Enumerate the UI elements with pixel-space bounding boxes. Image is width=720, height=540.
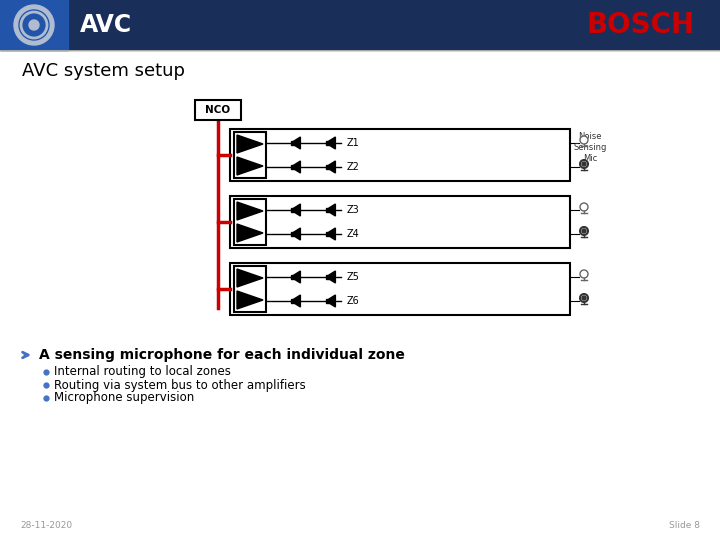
Polygon shape [294,271,300,283]
Circle shape [580,294,588,302]
Bar [0,0,720,50]
Polygon shape [329,271,336,283]
Bar [291,299,294,303]
Circle shape [14,5,54,45]
Text: Routing via system bus to other amplifiers: Routing via system bus to other amplifie… [54,379,306,392]
Text: A sensing microphone for each individual zone: A sensing microphone for each individual… [39,348,405,362]
Polygon shape [294,228,300,240]
Bar [0,0,68,50]
Bar [326,141,329,145]
Polygon shape [237,135,263,153]
Polygon shape [329,204,336,216]
Text: AVC: AVC [80,13,132,37]
Text: 28-11-2020: 28-11-2020 [20,521,72,530]
Circle shape [580,136,588,144]
Text: Z6: Z6 [347,296,360,306]
Polygon shape [237,269,263,287]
Polygon shape [294,137,300,149]
Circle shape [580,160,588,168]
Polygon shape [294,295,300,307]
Text: BOSCH: BOSCH [587,11,695,39]
Circle shape [582,229,586,233]
Text: Z1: Z1 [347,138,360,148]
Bar [291,208,294,212]
Text: Z5: Z5 [347,272,360,282]
Polygon shape [294,204,300,216]
Bar [291,275,294,279]
Circle shape [580,227,588,235]
Bar [230,129,570,181]
Bar [291,165,294,169]
Bar [326,232,329,236]
Text: AVC system setup: AVC system setup [22,62,185,80]
Polygon shape [237,224,263,242]
Bar [234,132,266,178]
Polygon shape [237,157,263,175]
Bar [326,275,329,279]
Bar [326,299,329,303]
Bar [230,196,570,248]
Polygon shape [329,137,336,149]
Polygon shape [329,295,336,307]
Circle shape [19,10,49,40]
Text: Internal routing to local zones: Internal routing to local zones [54,366,231,379]
Circle shape [29,20,39,30]
Text: Z4: Z4 [347,229,360,239]
Polygon shape [329,161,336,173]
Polygon shape [237,202,263,220]
Bar [230,263,570,315]
Bar [291,141,294,145]
Bar [326,165,329,169]
Polygon shape [294,161,300,173]
Text: NCO: NCO [205,105,230,115]
Circle shape [26,17,42,33]
Bar [326,208,329,212]
Bar [195,100,241,120]
Text: Z3: Z3 [347,205,360,215]
Bar [234,199,266,245]
Circle shape [580,203,588,211]
Text: Noise
Sensing
Mic: Noise Sensing Mic [573,132,607,163]
Circle shape [582,162,586,166]
Circle shape [582,296,586,300]
Circle shape [580,270,588,278]
Text: Z2: Z2 [347,162,360,172]
Text: Microphone supervision: Microphone supervision [54,392,194,404]
Polygon shape [237,291,263,309]
Bar [291,232,294,236]
Text: Slide 8: Slide 8 [669,521,700,530]
Bar [234,266,266,312]
Polygon shape [329,228,336,240]
